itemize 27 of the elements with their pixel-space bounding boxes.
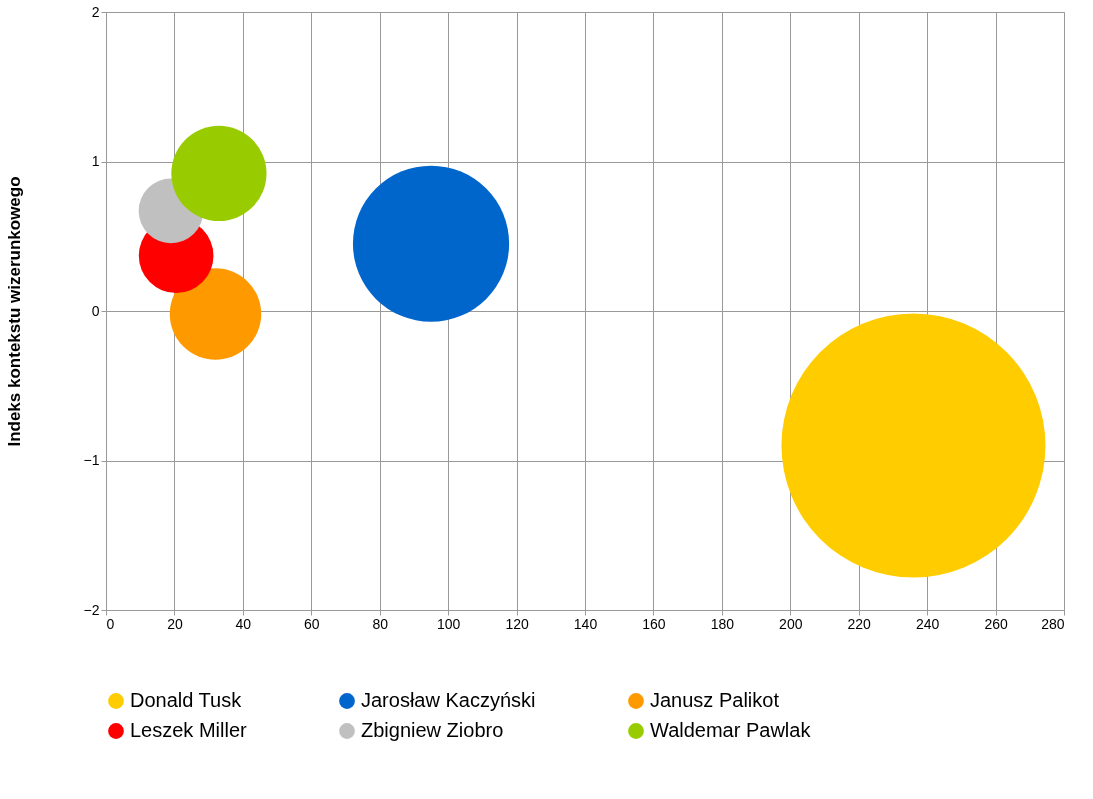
legend-label: Leszek Miller xyxy=(130,719,248,741)
x-tick-label: 280 xyxy=(1041,615,1065,632)
x-tick-label: 200 xyxy=(779,615,803,632)
x-tick-label: 100 xyxy=(436,615,461,632)
x-tick-label: 40 xyxy=(235,615,252,632)
x-tick-label: 240 xyxy=(915,615,940,632)
legend-label: Zbigniew Ziobro xyxy=(361,719,504,741)
x-tick-label: 0 xyxy=(106,615,115,632)
x-tick-label: 120 xyxy=(505,615,529,632)
x-tick-label: 140 xyxy=(573,615,598,632)
x-tick-label: 60 xyxy=(304,615,320,632)
x-tick-label: 220 xyxy=(847,615,872,632)
x-tick-label: 80 xyxy=(372,615,389,632)
y-tick-label: −2 xyxy=(83,601,100,618)
legend-label: Janusz Palikot xyxy=(650,689,780,711)
legend-label: Jarosław Kaczyński xyxy=(361,689,536,711)
y-tick-label: 1 xyxy=(91,153,100,169)
x-tick-label: 160 xyxy=(642,615,666,632)
x-tick-label: 260 xyxy=(984,615,1008,632)
y-tick-label: 0 xyxy=(91,302,100,319)
legend-label: Waldemar Pawlak xyxy=(650,719,812,741)
x-tick-label: 20 xyxy=(167,615,183,632)
y-axis-title: Indeks kontekstu wizerunkowego xyxy=(4,176,24,447)
y-tick-label: 2 xyxy=(91,3,100,20)
x-tick-label: 180 xyxy=(710,615,735,632)
y-tick-label: −1 xyxy=(83,452,100,468)
legend-label: Donald Tusk xyxy=(130,689,243,711)
